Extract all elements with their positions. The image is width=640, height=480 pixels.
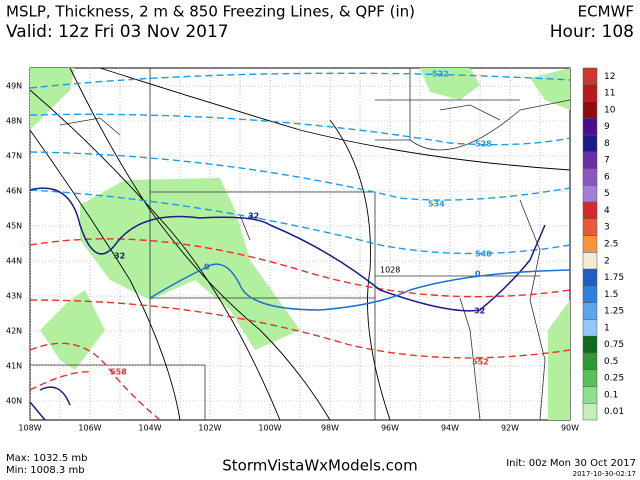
qpf-legend: 12 11 10 9 8 7 6 5 4 3 2.5 2 1.75 1.5 1.25 1 0.75 0.5 0.25… <box>582 67 624 421</box>
lon-label: 104W <box>138 424 161 433</box>
lat-label: 46N <box>6 187 22 196</box>
legend-swatch <box>582 335 598 354</box>
map: 522 528 534 540 552 558 32 32 32 0 0 102… <box>6 67 579 433</box>
lon-label: 100W <box>258 424 281 433</box>
contour-label: 540 <box>475 250 492 259</box>
legend-swatch <box>582 134 598 153</box>
lat-label: 40N <box>6 397 22 406</box>
lon-label: 90W <box>561 424 579 433</box>
legend-swatch <box>582 118 598 136</box>
legend-swatch <box>582 235 598 253</box>
legend-swatch <box>582 252 598 270</box>
lon-label: 108W <box>18 424 41 433</box>
legend-label: 10 <box>604 105 616 115</box>
legend-label: 6 <box>604 172 610 182</box>
contour-label: 552 <box>472 358 489 367</box>
lon-label: 106W <box>78 424 101 433</box>
legend-label: 8 <box>604 139 610 149</box>
lat-label: 44N <box>6 257 22 266</box>
contour-label: 522 <box>432 70 449 79</box>
contour-label: 32 <box>248 212 259 221</box>
legend-label: 9 <box>604 122 610 132</box>
legend-swatch <box>582 168 598 186</box>
legend-label: 1.75 <box>604 273 624 283</box>
legend-swatch <box>582 302 598 320</box>
legend-label: 3 <box>604 223 610 233</box>
lon-label: 96W <box>381 424 399 433</box>
isobars <box>29 67 571 421</box>
legend-swatch <box>582 218 598 236</box>
lat-label: 42N <box>6 327 22 336</box>
lon-label: 98W <box>321 424 339 433</box>
lon-label: 92W <box>501 424 519 433</box>
freezing-2m <box>149 263 571 311</box>
thickness-warm <box>29 238 571 421</box>
contour-label: 558 <box>110 368 127 377</box>
model: ECMWF <box>578 3 634 21</box>
legend-label: 2 <box>604 256 610 266</box>
legend-swatch <box>582 319 598 337</box>
lat-label: 49N <box>6 82 22 91</box>
min-pressure: Min: 1008.3 mb <box>6 465 85 476</box>
contour-label: 32 <box>114 252 125 261</box>
legend-label: 1.5 <box>604 290 618 300</box>
timestamp: 2017-10-30-02:17 <box>573 470 636 478</box>
legend-swatch <box>582 67 598 86</box>
legend-label: 1.25 <box>604 307 624 317</box>
thickness-cold <box>29 72 571 255</box>
legend-swatch <box>582 84 598 102</box>
forecast-hour: Hour: 108 <box>550 22 634 42</box>
legend-swatch <box>582 402 598 421</box>
contour-label: 0 <box>204 263 210 272</box>
borders <box>30 68 571 421</box>
legend-swatch <box>582 268 598 287</box>
contour-label: 32 <box>474 307 485 316</box>
legend-label: 12 <box>604 72 615 82</box>
legend-swatch <box>582 285 598 303</box>
contour-label: 528 <box>475 140 492 149</box>
legend-label: 11 <box>604 89 615 99</box>
lat-label: 43N <box>6 292 22 301</box>
contour-label: 1028 <box>380 266 400 275</box>
lon-label: 94W <box>441 424 459 433</box>
max-pressure: Max: 1032.5 mb <box>6 453 87 464</box>
legend-label: 1 <box>604 323 610 333</box>
legend-label: 7 <box>604 156 610 166</box>
valid-time: Valid: 12z Fri 03 Nov 2017 <box>6 22 229 42</box>
contour-label: 534 <box>428 200 445 209</box>
freezing-850 <box>29 187 546 312</box>
freezing-850 <box>29 386 71 421</box>
legend-swatch <box>582 352 598 370</box>
title: MSLP, Thickness, 2 m & 850 Freezing Line… <box>6 3 415 21</box>
legend-swatch <box>582 151 598 169</box>
legend-swatch <box>582 201 598 220</box>
legend-label: 0.1 <box>604 390 618 400</box>
legend-swatch <box>582 369 598 387</box>
lat-label: 47N <box>6 152 22 161</box>
lat-label: 41N <box>6 362 22 371</box>
init-time: Init: 00z Mon 30 Oct 2017 <box>506 458 636 469</box>
legend-swatch <box>582 386 598 404</box>
lat-label: 48N <box>6 117 22 126</box>
legend-label: 4 <box>604 206 610 216</box>
legend-label: 0.5 <box>604 357 618 367</box>
contour-label: 0 <box>475 270 481 279</box>
site-name: StormVistaWxModels.com <box>222 457 417 475</box>
legend-label: 2.5 <box>604 240 618 250</box>
contour-labels: 522 528 534 540 552 558 32 32 32 0 0 102… <box>110 70 492 377</box>
legend-label: 0.01 <box>604 407 624 417</box>
legend-swatch <box>582 185 598 203</box>
legend-label: 0.25 <box>604 374 624 384</box>
lon-label: 102W <box>198 424 221 433</box>
lat-label: 45N <box>6 222 22 231</box>
legend-label: 5 <box>604 189 610 199</box>
legend-swatch <box>582 101 598 119</box>
legend-label: 0.75 <box>604 340 624 350</box>
